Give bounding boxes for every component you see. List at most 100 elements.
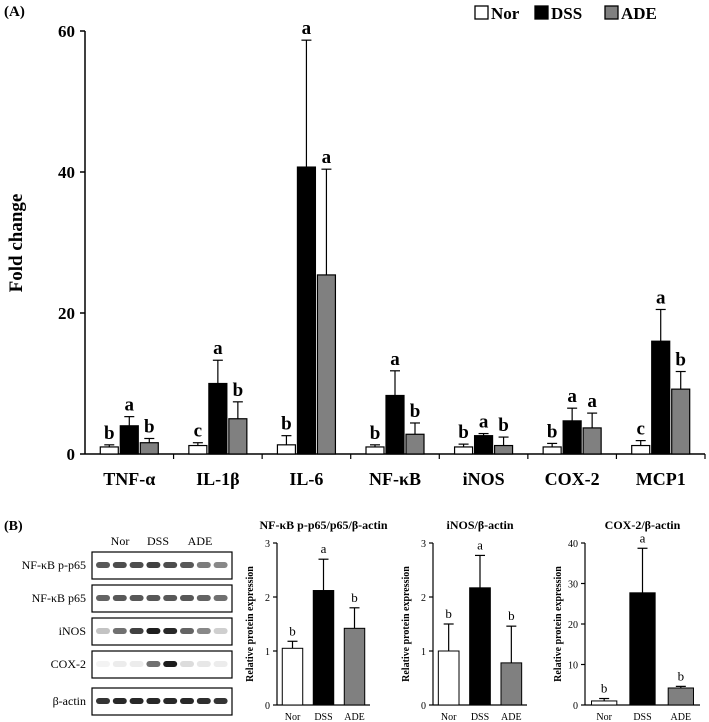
legend-label-nor: Nor	[491, 4, 520, 23]
bar-ade-cox-2	[582, 427, 602, 455]
blot-row-label-actin: β-actin	[53, 694, 86, 708]
significance-letter: b	[498, 415, 509, 436]
significance-letter: b	[351, 590, 358, 605]
panel-a-legend: Nor DSS ADE	[474, 4, 657, 23]
bar-ade-il-1	[228, 418, 248, 455]
blot-row-label-inos: iNOS	[59, 624, 86, 638]
x-tick-label-dss: DSS	[633, 712, 651, 722]
significance-letter: b	[458, 422, 469, 443]
y-tick-label: 10	[568, 661, 578, 672]
bar-nor-il-6	[276, 444, 297, 455]
bar-nor	[591, 700, 618, 706]
blot-band	[146, 628, 161, 634]
panel-b-label: (B)	[4, 519, 23, 534]
significance-letter: a	[390, 349, 400, 370]
blot-band	[180, 562, 194, 568]
y-tick-label: 40	[58, 163, 75, 182]
bar-ade	[667, 687, 694, 706]
significance-letter: b	[104, 423, 115, 444]
bar-nor-il-1	[188, 444, 208, 455]
x-tick-label-dss: DSS	[314, 712, 332, 722]
bar-ade-mcp1	[671, 388, 691, 455]
x-tick-label-nor: Nor	[285, 712, 301, 722]
blot-band	[180, 661, 194, 667]
significance-letter: b	[675, 350, 686, 371]
panel-b-chart-cox2: COX-2/β-actin 0 10 20 30 40 Relative protein e…	[553, 518, 700, 722]
significance-letter: a	[213, 338, 223, 359]
small-chart-title: iNOS/β-actin	[447, 518, 514, 532]
blot-row-label-nf-b-p-p65: NF-κB p-p65	[22, 558, 86, 572]
significance-letter: a	[477, 537, 483, 552]
x-tick-label-dss: DSS	[471, 712, 489, 722]
blot-band	[96, 562, 110, 568]
y-tick-label: 2	[421, 593, 426, 604]
significance-letter: a	[302, 18, 312, 39]
blot-band	[196, 562, 211, 568]
bar-nor-mcp1	[631, 444, 651, 455]
blot-band	[213, 698, 228, 704]
blot-band	[196, 661, 211, 667]
bar-dss-tnf	[119, 425, 139, 455]
y-axis-label: Relative protein expression	[401, 566, 412, 682]
blot-band	[129, 562, 144, 568]
blot-band	[112, 562, 127, 568]
legend-swatch-ade	[604, 5, 619, 20]
significance-letter: b	[445, 606, 452, 621]
significance-letter: a	[322, 147, 332, 168]
blot-band	[213, 562, 228, 568]
y-tick-label: 2	[265, 593, 270, 604]
panel-b-chart-inos: iNOS/β-actin 0 1 2 3 Relative protein express…	[401, 518, 527, 722]
bar-ade	[500, 662, 523, 706]
blot-band	[213, 661, 228, 667]
legend-label-ade: ADE	[621, 4, 657, 23]
blot-lane-label-dss: DSS	[147, 534, 169, 548]
blot-band	[196, 628, 211, 634]
bar-dss-inos	[473, 435, 494, 455]
blot-band	[180, 628, 194, 634]
legend-label-dss: DSS	[551, 4, 582, 23]
bar-dss	[469, 587, 491, 706]
blot-band	[96, 628, 110, 634]
blot-band	[96, 661, 110, 667]
significance-letter: b	[601, 681, 608, 696]
significance-letter: b	[410, 401, 421, 422]
y-tick-label: 0	[573, 701, 578, 712]
y-tick-label: 20	[568, 620, 578, 631]
y-tick-label: 1	[421, 647, 426, 658]
bar-dss	[629, 592, 656, 706]
x-tick-label-tnf: TNF-α	[103, 469, 155, 489]
x-tick-label-mcp1: MCP1	[636, 469, 686, 489]
bar-ade-tnf	[139, 442, 159, 455]
bar-dss-nf-b	[385, 394, 405, 455]
bar-dss-cox-2	[562, 420, 582, 455]
blot-lane-label-nor: Nor	[111, 534, 130, 548]
bar-nor	[437, 650, 460, 706]
blot-band	[180, 698, 194, 704]
y-tick-label: 0	[421, 701, 426, 712]
bar-nor-cox-2	[542, 446, 562, 455]
blot-band	[213, 628, 228, 634]
blot-band	[146, 661, 161, 667]
significance-letter: b	[281, 414, 292, 435]
blot-lane-label-ade: ADE	[188, 534, 213, 548]
blot-band	[146, 562, 161, 568]
significance-letter: b	[370, 423, 381, 444]
blot-frame	[91, 650, 233, 679]
blot-band	[129, 698, 144, 704]
y-tick-label: 3	[265, 539, 270, 550]
bar-dss-mcp1	[651, 340, 671, 455]
bar-nor-tnf	[99, 446, 119, 455]
blot-band	[163, 628, 178, 634]
blot-band	[112, 628, 127, 634]
significance-letter: a	[587, 391, 597, 412]
y-tick-label: 40	[568, 539, 578, 550]
blot-band	[196, 698, 211, 704]
bar-nor	[281, 647, 304, 706]
blot-band	[163, 562, 178, 568]
blot-band	[163, 698, 178, 704]
y-axis-label: Fold change	[6, 194, 27, 293]
significance-letter: a	[656, 287, 666, 308]
bar-dss-il-6	[296, 166, 317, 455]
y-axis-label: Relative protein expression	[553, 566, 564, 682]
